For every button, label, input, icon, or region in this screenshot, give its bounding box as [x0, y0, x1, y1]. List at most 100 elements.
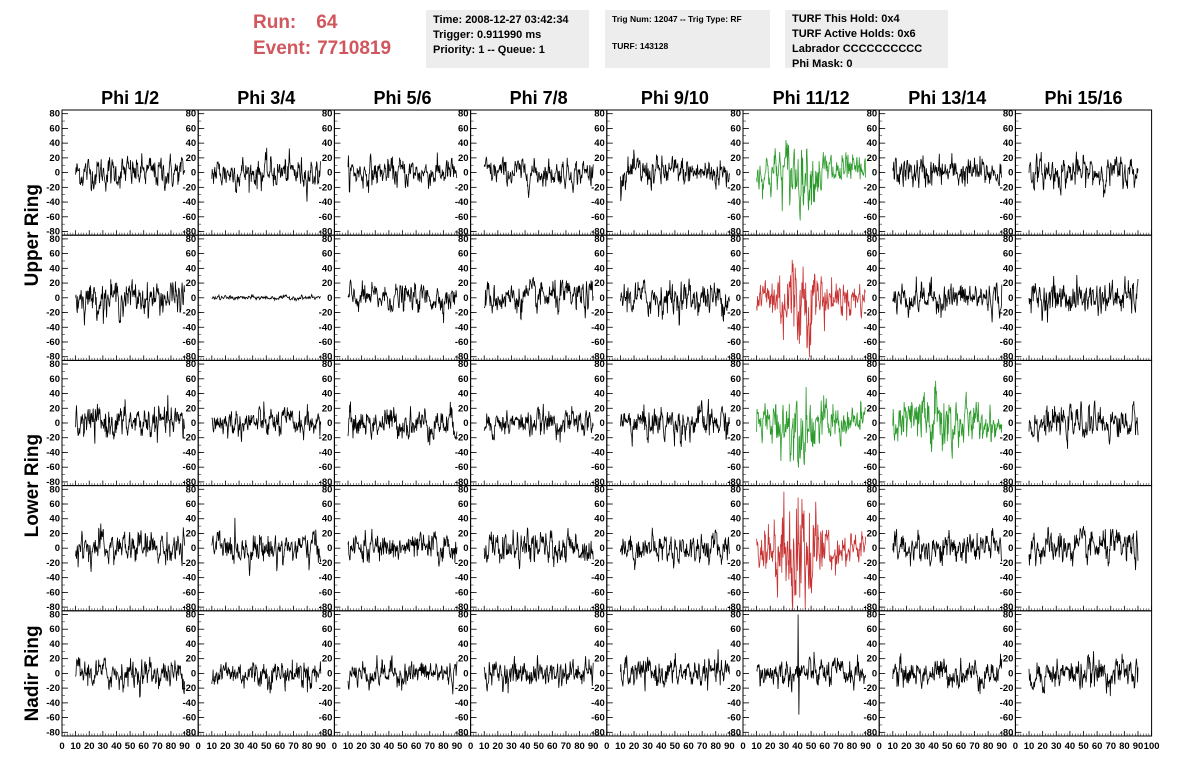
- y-tick-label: -60: [455, 212, 469, 223]
- y-tick-label: -60: [319, 587, 333, 598]
- waveform-line: [756, 259, 866, 358]
- y-tick-label: -40: [455, 322, 469, 333]
- y-tick-label: -60: [863, 587, 877, 598]
- waveform-panel: -80 -60 -40 -20 0 20 40 60 80: [1000, 109, 1153, 238]
- y-tick-label: -20: [591, 433, 605, 444]
- waveform-line: [211, 517, 322, 576]
- y-tick-label: 80: [49, 359, 60, 370]
- y-tick-label: 60: [867, 249, 878, 260]
- y-tick-label: -40: [319, 573, 333, 584]
- y-tick-label: 80: [322, 234, 333, 245]
- y-tick-label: -60: [1000, 462, 1014, 473]
- y-tick-label: -80: [863, 352, 877, 363]
- waveform-line: [75, 153, 185, 192]
- y-tick-label: -80: [727, 227, 741, 238]
- y-tick-label: -20: [46, 182, 60, 193]
- y-tick-label: 60: [867, 624, 878, 635]
- y-tick-label: 80: [1003, 484, 1014, 495]
- x-tick-label: 70: [1105, 741, 1116, 752]
- y-tick-label: -80: [319, 227, 333, 238]
- y-tick-label: 40: [867, 514, 878, 525]
- y-tick-label: 60: [458, 499, 469, 510]
- y-tick-label: 0: [872, 543, 877, 554]
- y-tick-label: -60: [455, 587, 469, 598]
- row-label: Nadir Ring: [22, 625, 43, 721]
- y-tick-label: 0: [191, 293, 196, 304]
- y-tick-label: 40: [1003, 389, 1014, 400]
- y-tick-label: -60: [182, 337, 196, 348]
- y-tick-label: 40: [1003, 514, 1014, 525]
- trigger-time-box: Time: 2008-12-27 03:42:34 Trigger: 0.911…: [426, 10, 589, 68]
- y-tick-label: 40: [730, 138, 741, 149]
- panel-frame: [878, 610, 1016, 737]
- y-tick-label: 40: [730, 639, 741, 650]
- y-tick-label: 80: [594, 359, 605, 370]
- x-tick-label: 10: [479, 741, 490, 752]
- y-tick-label: 40: [458, 639, 469, 650]
- y-tick-label: 0: [327, 293, 332, 304]
- y-tick-label: -40: [182, 447, 196, 458]
- waveform-panel: -80 -60 -40 -20 0 20 40 60 80: [727, 234, 880, 363]
- x-tick-label: 70: [288, 741, 299, 752]
- y-tick-label: 60: [49, 624, 60, 635]
- y-tick-label: -40: [863, 197, 877, 208]
- y-tick-label: 0: [736, 168, 741, 179]
- y-tick-label: -20: [182, 308, 196, 319]
- y-tick-label: -20: [591, 182, 605, 193]
- waveform-panel: -80 -60 -40 -20 0 20 40 60 80: [319, 234, 472, 363]
- x-tick-label: 70: [561, 741, 572, 752]
- y-tick-label: 0: [191, 668, 196, 679]
- y-tick-label: 80: [594, 484, 605, 495]
- y-tick-label: 80: [322, 609, 333, 620]
- y-tick-label: 40: [594, 263, 605, 274]
- y-tick-label: 80: [1003, 359, 1014, 370]
- y-tick-label: 20: [867, 528, 878, 539]
- y-tick-label: -40: [182, 197, 196, 208]
- y-tick-label: 20: [730, 528, 741, 539]
- y-tick-label: 20: [458, 528, 469, 539]
- y-tick-label: -80: [727, 352, 741, 363]
- y-tick-label: 20: [458, 278, 469, 289]
- y-tick-label: 0: [736, 293, 741, 304]
- y-tick-label: -20: [727, 433, 741, 444]
- y-tick-label: 80: [186, 359, 197, 370]
- waveform-line: [1028, 525, 1139, 571]
- x-tick-label: 100: [1144, 741, 1160, 752]
- y-tick-label: 60: [322, 624, 333, 635]
- y-tick-label: 80: [730, 484, 741, 495]
- x-tick-label: 50: [670, 741, 681, 752]
- y-tick-label: 80: [867, 609, 878, 620]
- y-tick-label: -20: [46, 433, 60, 444]
- y-tick-label: 80: [186, 109, 197, 120]
- x-tick-label: 0: [604, 741, 609, 752]
- y-tick-label: -60: [46, 212, 60, 223]
- y-tick-label: -40: [727, 447, 741, 458]
- x-tick-label: 10: [751, 741, 762, 752]
- y-tick-label: -20: [182, 182, 196, 193]
- y-tick-label: -80: [46, 602, 60, 613]
- y-tick-label: -60: [591, 462, 605, 473]
- y-tick-label: -60: [182, 587, 196, 598]
- y-tick-label: 80: [730, 609, 741, 620]
- run-line: Run: 64: [253, 10, 391, 36]
- y-tick-label: 0: [463, 543, 468, 554]
- waveform-panel: -80 -60 -40 -20 0 20 40 60 80: [863, 109, 1016, 238]
- x-tick-label: 20: [84, 741, 95, 752]
- y-tick-label: 20: [730, 654, 741, 665]
- column-title: Phi 11/12: [773, 88, 850, 108]
- x-tick-label: 80: [983, 741, 994, 752]
- waveform-panel: -80 -60 -40 -20 0 20 40 60 80: [455, 109, 608, 238]
- waveform-line: [347, 152, 458, 193]
- y-tick-label: -80: [319, 602, 333, 613]
- y-tick-label: -60: [727, 713, 741, 724]
- y-tick-label: -80: [455, 227, 469, 238]
- y-tick-label: -60: [727, 212, 741, 223]
- waveform-panel: -80 -60 -40 -20 0 20 40 60 80: [455, 234, 608, 363]
- panel-frame: [61, 359, 199, 487]
- y-tick-label: 20: [186, 528, 197, 539]
- y-tick-label: 0: [55, 668, 60, 679]
- y-tick-label: -40: [591, 197, 605, 208]
- y-tick-label: -60: [863, 713, 877, 724]
